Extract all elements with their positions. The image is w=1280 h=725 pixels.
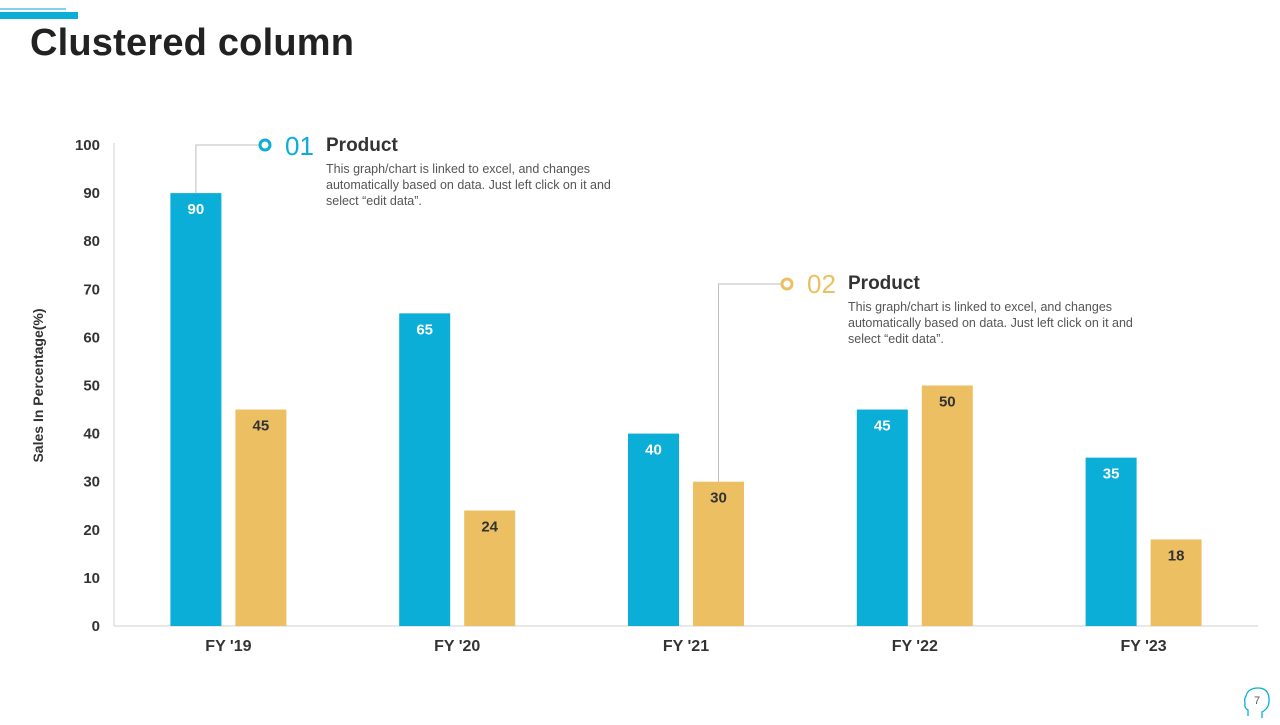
callout-01-marker-icon — [258, 138, 272, 152]
y-tick-label: 50 — [83, 378, 100, 395]
y-tick-label: 20 — [83, 522, 100, 539]
bar-product-02 — [235, 409, 287, 626]
callout-heading: Product — [848, 273, 920, 294]
head-outline-icon — [1244, 687, 1270, 718]
callout-number: 01 — [285, 131, 314, 161]
bar-product-02 — [1150, 539, 1202, 626]
title-accent-thin — [0, 8, 66, 10]
callout-01-leader-line — [195, 144, 262, 194]
y-tick-label: 90 — [83, 185, 100, 202]
y-tick-label: 100 — [75, 137, 100, 154]
page-number-badge: 7 — [1242, 686, 1272, 718]
data-label: 65 — [416, 321, 433, 338]
y-tick-label: 80 — [83, 233, 100, 250]
x-tick-label: FY '23 — [1120, 638, 1166, 655]
data-label: 45 — [874, 418, 891, 435]
bar-product-02 — [464, 510, 516, 626]
y-tick-label: 0 — [92, 618, 100, 635]
page-number: 7 — [1253, 695, 1261, 707]
data-label: 45 — [253, 418, 270, 435]
y-axis-title: Sales In Percentage(%) — [30, 308, 46, 462]
bar-product-01 — [1085, 457, 1137, 626]
callout-02-leader-line — [718, 283, 784, 482]
callout-description: This graph/chart is linked to excel, and… — [848, 300, 1133, 346]
x-tick-label: FY '20 — [434, 638, 480, 655]
bar-product-01 — [856, 409, 908, 626]
x-tick-label: FY '19 — [205, 638, 251, 655]
y-tick-label: 40 — [83, 426, 100, 443]
bar-product-01 — [170, 193, 222, 626]
bar-product-02 — [921, 385, 973, 626]
data-label: 24 — [481, 519, 498, 536]
y-tick-label: 70 — [83, 281, 100, 298]
page-title: Clustered column — [30, 22, 355, 64]
callout-02-marker-icon — [780, 277, 794, 291]
bar-product-02 — [693, 481, 744, 626]
x-tick-label: FY '22 — [892, 638, 938, 655]
title-accent-bar — [0, 12, 78, 19]
callout-description: This graph/chart is linked to excel, and… — [326, 162, 611, 208]
data-label: 30 — [710, 490, 727, 507]
data-label: 90 — [188, 201, 205, 218]
data-label: 40 — [645, 442, 662, 459]
data-label: 50 — [939, 394, 956, 411]
data-label: 35 — [1103, 466, 1120, 483]
bar-product-01 — [628, 433, 679, 626]
callout-number: 02 — [807, 269, 836, 299]
y-tick-label: 10 — [83, 570, 100, 587]
x-tick-label: FY '21 — [663, 638, 709, 655]
y-tick-label: 60 — [83, 329, 100, 346]
bar-product-01 — [399, 313, 451, 626]
y-tick-label: 30 — [83, 474, 100, 491]
callout-heading: Product — [326, 135, 398, 156]
data-label: 18 — [1168, 547, 1185, 564]
